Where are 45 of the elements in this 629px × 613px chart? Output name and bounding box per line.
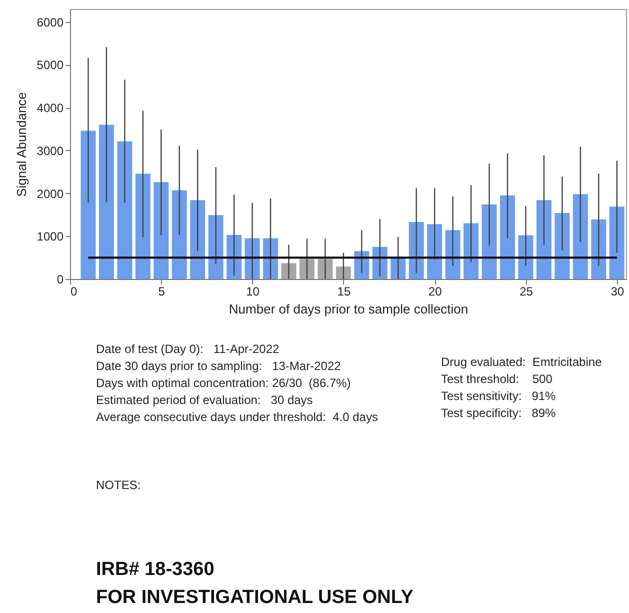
text: Test specificity: 89% [441, 406, 556, 421]
text: FOR INVESTIGATIONAL USE ONLY [96, 587, 414, 608]
bar [464, 223, 479, 279]
y-tick-label: 5000 [36, 58, 64, 72]
bar [500, 195, 516, 279]
x-axis-title: Number of days prior to sample collection [228, 302, 468, 316]
text: Drug evaluated: Emtricitabine [441, 355, 602, 370]
bar [190, 200, 206, 279]
text: Test threshold: 500 [441, 372, 552, 387]
text: Date 30 days prior to sampling: 13-Mar-2022 [96, 359, 341, 374]
text: Date of test (Day 0): 11-Apr-2022 [96, 342, 280, 357]
text: Test sensitivity: 91% [441, 389, 556, 404]
y-tick-label: 2000 [36, 186, 64, 201]
text: NOTES: [96, 478, 141, 493]
bar [98, 124, 114, 279]
bar [299, 258, 314, 279]
y-tick-label: 4000 [36, 101, 64, 116]
text: Days with optimal concentration: 26/30 (86.7%) [96, 376, 351, 391]
bar [336, 266, 351, 279]
bar [154, 182, 169, 279]
x-tick-label: 30 [610, 284, 624, 298]
bar [117, 141, 132, 279]
bar [80, 130, 96, 279]
text: IRB# 18-3360 [96, 559, 214, 580]
bar [135, 174, 150, 279]
bar [482, 204, 497, 279]
x-tick-label: 15 [337, 284, 351, 298]
text: Average consecutive days under threshold: 4.0 days [96, 410, 378, 425]
bar [572, 194, 588, 279]
bar [281, 263, 296, 279]
y-axis-title: Signal Abundance [14, 92, 29, 197]
x-tick-label: 25 [520, 284, 534, 298]
bar [609, 206, 624, 279]
text: Estimated period of evaluation: 30 days [96, 393, 313, 408]
x-tick-label: 5 [158, 284, 166, 298]
bar [536, 200, 552, 279]
x-tick-label: 10 [246, 284, 260, 298]
y-tick-label: 1000 [36, 230, 64, 244]
bar [427, 224, 442, 279]
x-tick-label: 0 [70, 284, 78, 298]
y-tick-label: 0 [56, 272, 64, 286]
x-tick-label: 20 [428, 284, 442, 298]
bar [172, 190, 187, 279]
y-tick-label: 3000 [36, 144, 64, 158]
y-tick-label: 6000 [36, 15, 64, 30]
